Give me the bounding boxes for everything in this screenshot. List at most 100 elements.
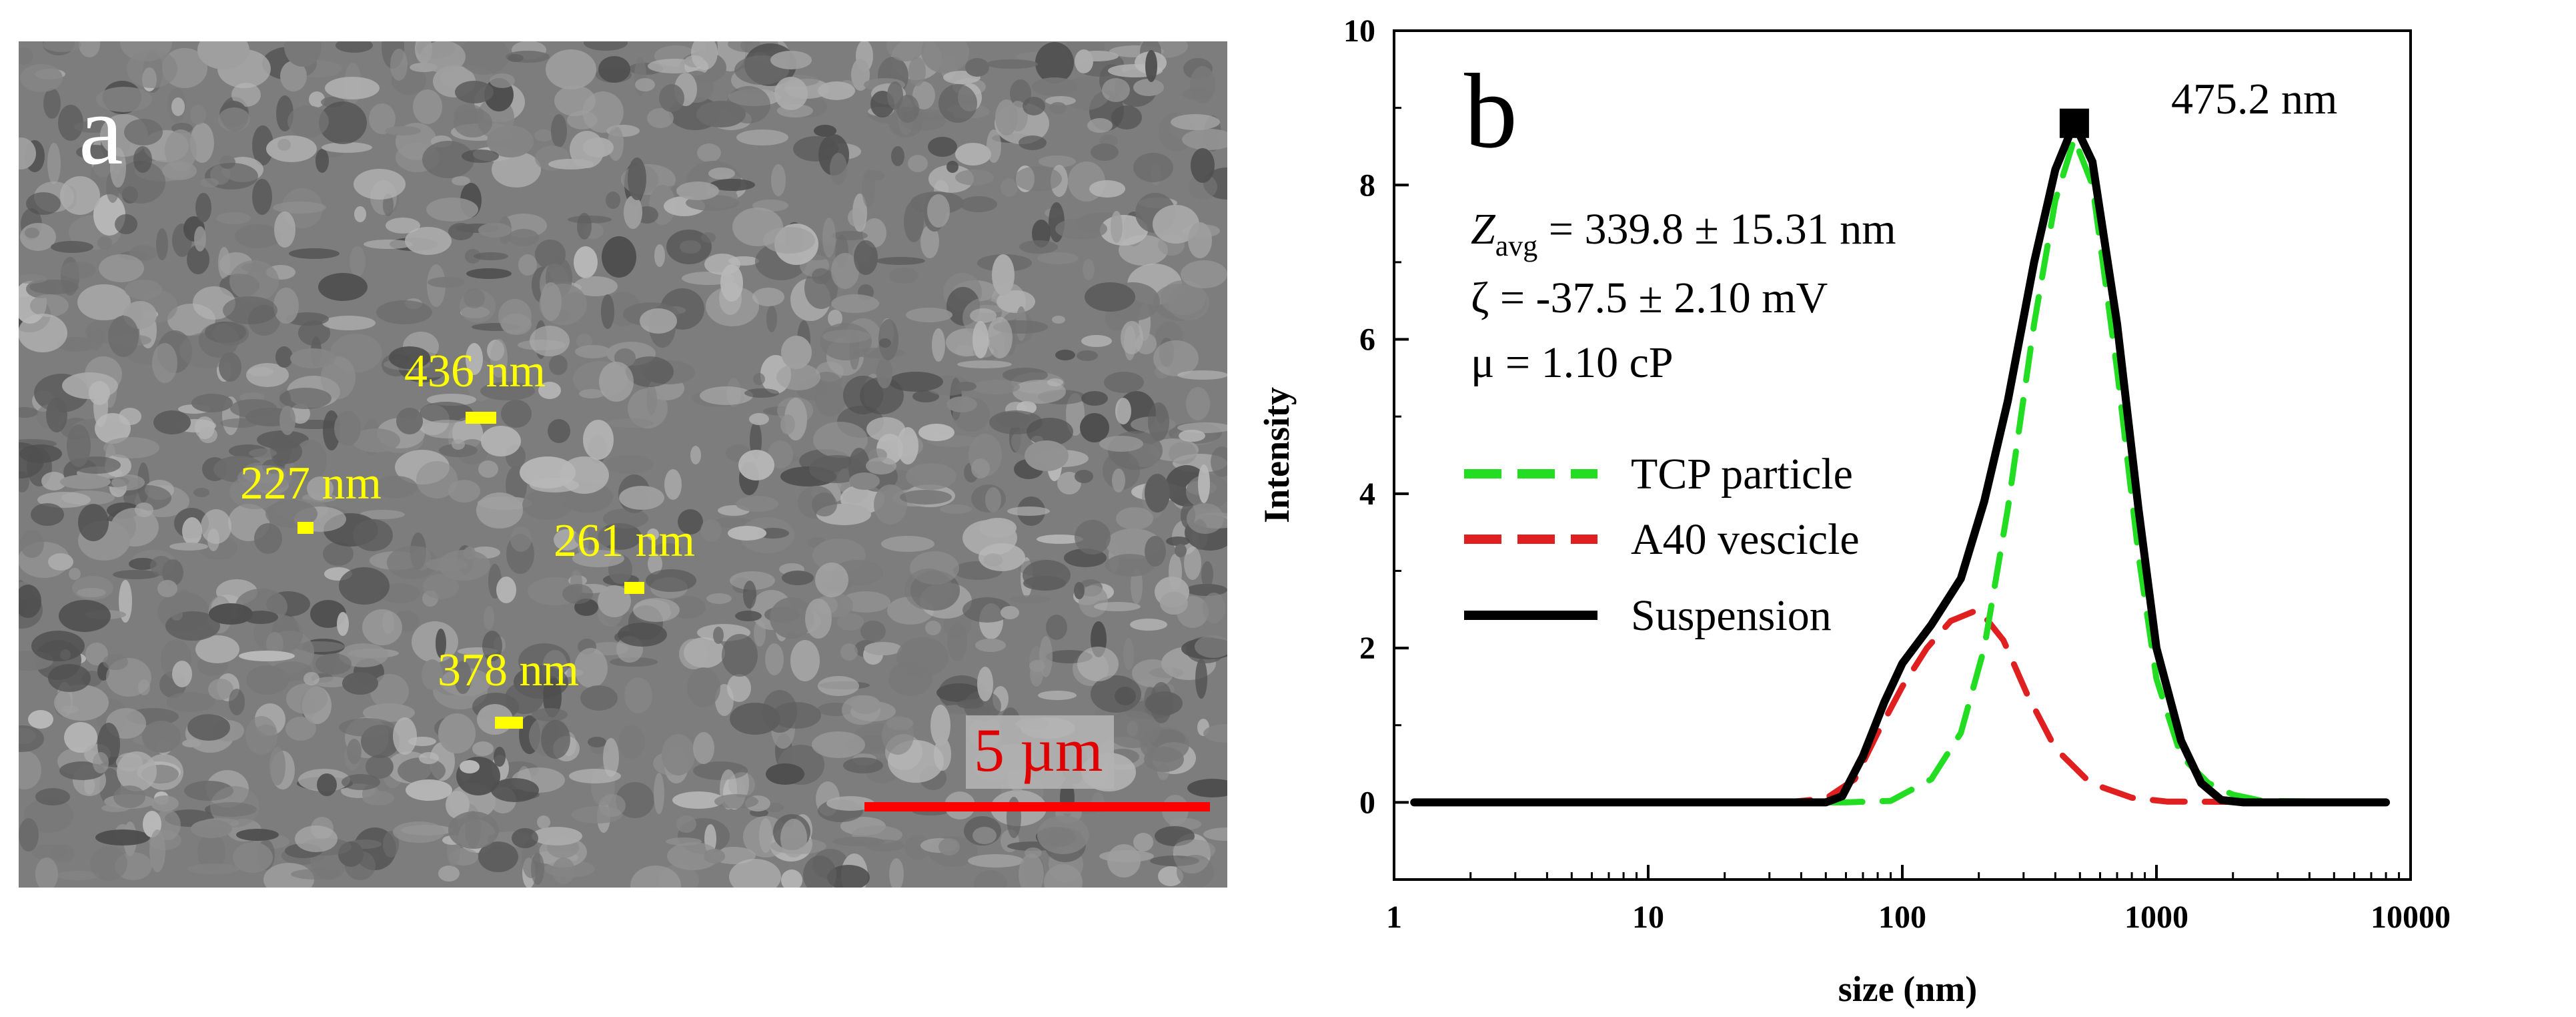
sem-grain (780, 819, 807, 858)
sem-grain (628, 157, 646, 200)
sem-grain (633, 598, 680, 622)
sem-grain (376, 300, 432, 324)
sem-grain (150, 556, 173, 576)
sem-grain (601, 294, 614, 329)
sem-grain (646, 385, 657, 414)
sem-grain (406, 779, 452, 801)
y-tick-label: 2 (1359, 631, 1375, 666)
sem-grain (947, 623, 967, 661)
sem-grain (54, 685, 109, 721)
sem-grain (1115, 687, 1136, 705)
sem-grain (887, 81, 903, 109)
sem-grain (339, 567, 390, 605)
sem-grain (973, 321, 989, 358)
sem-grain (110, 147, 126, 188)
sem-grain (1182, 129, 1227, 150)
sem-grain (309, 91, 325, 107)
sem-grain (1130, 619, 1167, 631)
measurement-label-378: 378 nm (438, 645, 579, 696)
sem-grain (500, 214, 547, 238)
sem-grain (197, 41, 249, 69)
sem-grain (510, 527, 532, 552)
x-tick-label: 10 (1632, 900, 1664, 935)
sem-grain (710, 179, 755, 191)
sem-grain (583, 137, 614, 157)
sem-grain (48, 553, 73, 571)
sem-grain (218, 247, 230, 279)
sem-grain (113, 570, 159, 579)
sem-grain (889, 268, 918, 284)
sem-grain (708, 167, 735, 180)
sem-grain (20, 64, 63, 92)
sem-grain (149, 829, 165, 872)
sem-grain (977, 667, 993, 701)
sem-grain (696, 101, 746, 127)
sem-grain (997, 290, 1035, 313)
sem-grain (1148, 402, 1169, 441)
sem-grain (548, 419, 570, 443)
y-tick-label: 10 (1343, 13, 1375, 49)
sem-grain (738, 450, 774, 480)
sem-grain (938, 838, 960, 856)
sem-grain (237, 465, 292, 490)
sem-grain (730, 571, 775, 590)
sem-grain (987, 129, 1001, 163)
sem-grain (518, 254, 537, 276)
sem-grain (554, 529, 580, 551)
sem-grain (766, 763, 804, 785)
sem-grain (428, 277, 465, 288)
sem-grain (814, 125, 836, 137)
sem-grain (1145, 691, 1183, 715)
viscosity-annotation: μ = 1.10 cP (1471, 338, 1674, 387)
scale-label-background (966, 715, 1114, 789)
sem-grain (362, 609, 402, 645)
sem-grain (1023, 97, 1045, 115)
sem-grain (254, 523, 282, 554)
sem-grain (562, 584, 593, 604)
sem-grain (697, 143, 721, 162)
sem-grain (849, 472, 880, 490)
sem-grain (841, 591, 890, 613)
sem-grain (256, 725, 276, 737)
sem-grain (1145, 50, 1157, 82)
sem-grain (888, 372, 943, 392)
sem-grain (1025, 440, 1069, 471)
sem-grain (480, 382, 535, 400)
sem-grain (19, 725, 44, 752)
sem-grain (315, 149, 329, 173)
sem-grain (426, 198, 478, 222)
sem-grain (1008, 101, 1028, 131)
sem-grain (576, 334, 592, 348)
sem-grain (1001, 178, 1018, 197)
sem-grain (1052, 316, 1065, 324)
sem-grain (1055, 218, 1107, 240)
sem-grain (274, 212, 295, 248)
sem-grain (466, 343, 483, 375)
sem-grain (541, 720, 570, 759)
sem-grain (830, 153, 847, 185)
sem-grain (1191, 148, 1215, 183)
sem-grain (1107, 844, 1141, 878)
sem-grain (490, 339, 508, 378)
sem-grain (826, 796, 874, 811)
sem-grain (123, 485, 171, 511)
x-tick-label: 1000 (2124, 900, 2188, 935)
sem-grain (1105, 306, 1127, 331)
sem-grain (269, 747, 285, 785)
sem-grain (1203, 827, 1227, 841)
sem-grain (955, 382, 977, 391)
sem-grain (289, 248, 340, 259)
sem-grain (946, 161, 958, 173)
sem-grain (812, 731, 865, 758)
sem-grain (209, 603, 253, 625)
measurement-label-261: 261 nm (554, 515, 695, 567)
sem-grain (1105, 554, 1155, 577)
sem-grain (1039, 636, 1053, 677)
sem-grain (1102, 78, 1130, 102)
sem-grain (1182, 88, 1213, 100)
sem-grain (812, 492, 837, 517)
sem-grain (946, 396, 977, 412)
sem-grain (354, 169, 406, 200)
sem-grain (606, 192, 620, 209)
sem-grain (851, 695, 880, 714)
